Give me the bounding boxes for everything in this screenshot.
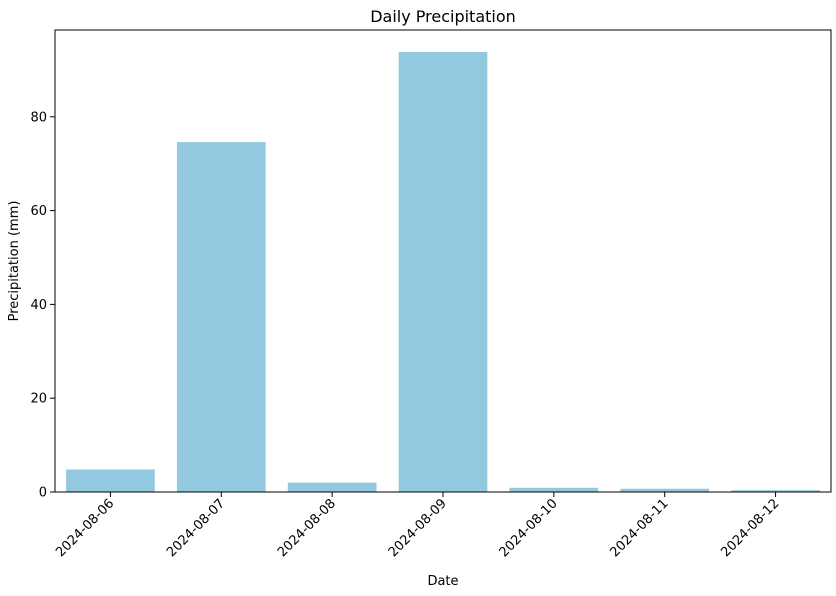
- bar-2024-08-12: [731, 490, 820, 492]
- bar-2024-08-08: [287, 482, 377, 492]
- x-tick-label: 2024-08-07: [164, 496, 228, 560]
- x-axis-label: Date: [427, 574, 458, 589]
- chart-title: Daily Precipitation: [370, 7, 516, 26]
- y-axis: 0 20 40 60 80: [30, 110, 55, 501]
- y-tick-label: 40: [30, 298, 47, 313]
- y-axis-label: Precipitation (mm): [7, 201, 22, 322]
- y-tick-label: 0: [39, 486, 47, 501]
- bar-2024-08-10: [509, 487, 599, 492]
- x-tick-label: 2024-08-06: [53, 496, 117, 560]
- x-tick-label: 2024-08-09: [386, 496, 450, 560]
- y-tick-label: 80: [30, 110, 47, 125]
- bar-2024-08-09: [398, 52, 488, 492]
- bar-2024-08-06: [66, 469, 155, 492]
- x-tick-label: 2024-08-11: [608, 496, 672, 560]
- x-tick-label: 2024-08-12: [718, 496, 782, 560]
- bar-2024-08-11: [620, 488, 710, 492]
- plot-area: [66, 52, 820, 492]
- x-axis: 2024-08-06 2024-08-07 2024-08-08 2024-08-09…: [53, 492, 782, 560]
- x-tick-label: 2024-08-10: [497, 496, 561, 560]
- y-tick-label: 20: [30, 392, 47, 407]
- y-tick-label: 60: [30, 204, 47, 219]
- x-tick-label: 2024-08-08: [275, 496, 339, 560]
- bar-2024-08-07: [176, 142, 266, 492]
- plot-frame: [54, 29, 832, 493]
